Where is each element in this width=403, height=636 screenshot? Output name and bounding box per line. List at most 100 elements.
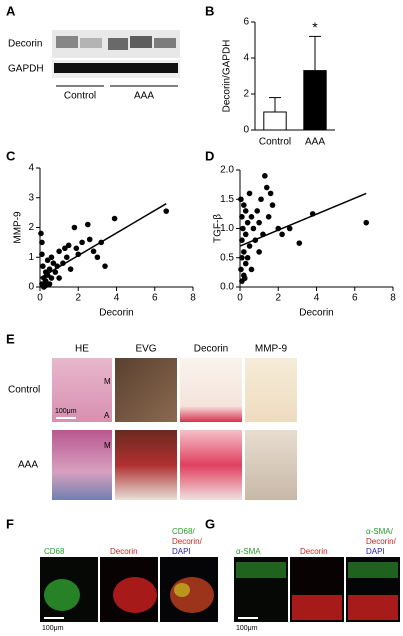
row-label: Control [8,385,40,396]
channel-label: Decorin [110,547,138,556]
column-label: EVG [135,344,156,355]
x-tick-label: 6 [352,293,358,304]
layer-label: M [104,441,111,450]
panel-letter: B [205,3,214,18]
y-tick-label: 0.5 [220,252,234,263]
x-axis-label: Decorin [299,308,333,319]
x-tick-label: 8 [390,293,396,304]
scale-label: 100μm [42,625,64,632]
x-tick-label: AAA [305,137,325,148]
panel-letter: C [6,148,16,163]
point [242,208,249,214]
panel-letter: A [6,3,16,18]
point [39,251,45,258]
point [242,231,249,238]
panel-letter: G [205,516,215,531]
y-tick-label: 1 [28,252,34,263]
point [244,219,251,226]
merge-label: DAPI [366,547,385,556]
y-tick-label: 1.5 [220,194,234,205]
point [38,230,44,237]
panel-letter: E [6,331,15,346]
y-tick-label: 4 [243,53,249,64]
x-tick-label: 2 [275,293,281,304]
point [48,275,55,281]
layer-label: A [104,411,110,420]
point [56,275,62,281]
fit-line [39,203,167,279]
point [42,282,49,289]
point [40,263,46,269]
point [79,239,85,246]
point [241,202,247,208]
point [246,243,253,249]
channel-label: CD68 [44,547,65,556]
merge-label: CD68/ [172,527,195,536]
point [63,254,70,261]
fit-line [239,192,367,247]
point [263,184,270,191]
bar [263,111,287,131]
bar [303,70,327,131]
merge-label: Decorin/ [366,537,397,546]
x-tick-label: 0 [37,293,43,304]
point [240,225,246,232]
point [48,254,55,261]
y-tick-label: 2 [28,222,34,233]
x-tick-label: Control [259,137,291,148]
point [238,196,244,203]
point [267,190,274,197]
channel-label: α-SMA [236,547,261,556]
point [46,266,53,272]
y-tick-label: 0.0 [220,282,234,293]
fluorescence-images [40,557,400,622]
y-tick-label: 1.0 [220,223,234,234]
group-label: AAA [134,91,154,102]
point [163,208,170,214]
point [56,248,62,255]
panel-letter: F [6,516,14,531]
point [265,214,272,220]
point [44,257,51,264]
point [102,263,108,269]
point [73,245,80,252]
x-axis-label: Decorin [99,308,133,319]
point [242,260,249,267]
point [248,266,255,273]
point [244,254,251,261]
y-axis-label: MMP-9 [13,211,24,244]
channel-label: Decorin [300,547,328,556]
point [246,190,253,197]
point [42,278,49,284]
point [239,237,245,243]
row-label: AAA [18,460,38,471]
scale-label: 100μm [236,625,258,632]
y-tick-label: 0 [28,282,34,293]
point [62,245,68,252]
column-label: MMP-9 [255,344,288,355]
scale-label: 100μm [55,408,77,415]
band-label: GAPDH [8,64,44,75]
point [269,202,276,208]
x-tick-label: 4 [114,293,120,304]
point [286,225,293,232]
point [85,221,91,228]
point [111,215,118,222]
western-blot [52,30,180,87]
point [279,231,285,238]
point [296,240,303,246]
point [239,254,245,261]
x-tick-label: 6 [152,293,158,304]
point [50,260,57,267]
point [94,254,101,261]
y-tick-label: 2.0 [220,165,234,176]
merge-label: α-SMA/ [366,527,394,536]
column-label: HE [75,344,89,355]
merge-label: Decorin/ [172,537,203,546]
merge-label: DAPI [172,547,191,556]
point [238,266,244,273]
point [71,224,78,231]
histology-images [52,358,297,500]
y-tick-label: 0 [243,125,249,136]
